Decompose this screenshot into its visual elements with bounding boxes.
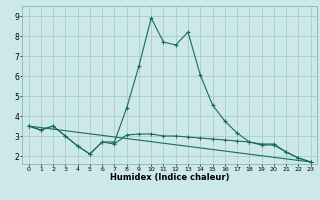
X-axis label: Humidex (Indice chaleur): Humidex (Indice chaleur) <box>110 173 229 182</box>
